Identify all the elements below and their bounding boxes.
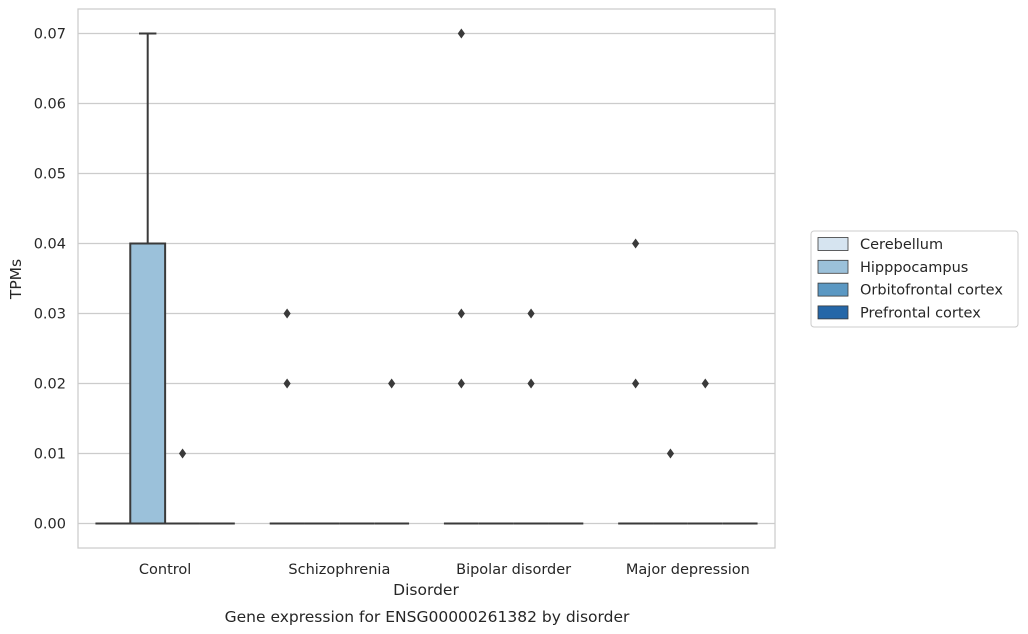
legend-swatch bbox=[817, 305, 849, 320]
legend-entry-label: Hipppocampus bbox=[860, 260, 968, 276]
box-body bbox=[129, 242, 167, 525]
x-tick-label: Major depression bbox=[626, 562, 750, 578]
x-tick-label: Bipolar disorder bbox=[456, 562, 571, 578]
y-axis-label: TPMs bbox=[7, 259, 25, 300]
outlier-marker bbox=[701, 378, 709, 389]
y-tick-label: 0.02 bbox=[34, 377, 66, 393]
legend-swatch bbox=[817, 237, 849, 251]
outlier-marker bbox=[632, 238, 640, 249]
x-tick-label: Schizophrenia bbox=[288, 562, 390, 578]
grid-lines bbox=[78, 32, 775, 525]
y-tick-label: 0.05 bbox=[34, 167, 66, 183]
y-tick-label: 0.06 bbox=[34, 97, 66, 113]
outlier-markers bbox=[178, 28, 709, 459]
y-tick-label: 0.01 bbox=[34, 447, 66, 463]
legend-entry-label: Orbitofrontal cortex bbox=[860, 283, 1003, 299]
chart-caption: Gene expression for ENSG00000261382 by d… bbox=[225, 608, 630, 626]
outlier-marker bbox=[666, 448, 675, 459]
y-tick-labels: 0.00 0.01 0.02 0.03 0.04 0.05 0.06 0.07 bbox=[34, 27, 66, 533]
box-marks bbox=[95, 32, 758, 525]
legend-swatch bbox=[817, 282, 849, 297]
x-axis-label: Disorder bbox=[393, 581, 459, 599]
legend-swatch bbox=[817, 259, 849, 274]
outlier-marker bbox=[388, 378, 396, 389]
outlier-marker bbox=[527, 308, 535, 319]
outlier-marker bbox=[632, 378, 640, 389]
y-tick-label: 0.00 bbox=[34, 517, 66, 533]
outlier-marker bbox=[283, 308, 291, 319]
outlier-marker bbox=[457, 378, 465, 389]
x-tick-label: Control bbox=[139, 562, 191, 578]
y-tick-label: 0.04 bbox=[34, 237, 66, 253]
x-tick-labels: Control Schizophrenia Bipolar disorder Majo… bbox=[139, 562, 750, 578]
y-tick-label: 0.03 bbox=[34, 307, 66, 323]
box-control-hipppocampus bbox=[129, 32, 167, 525]
legend-frame bbox=[810, 230, 1019, 328]
legend: Cerebellum Hipppocampus Orbitofrontal cort… bbox=[810, 230, 1019, 328]
y-tick-label: 0.07 bbox=[34, 27, 66, 43]
outlier-marker bbox=[457, 28, 465, 39]
outlier-marker bbox=[178, 448, 187, 459]
plot-frame bbox=[77, 8, 776, 549]
outlier-marker bbox=[457, 308, 465, 319]
outlier-marker bbox=[283, 378, 291, 389]
outlier-marker bbox=[527, 378, 535, 389]
legend-entry-label: Prefrontal cortex bbox=[860, 305, 981, 321]
legend-entry-label: Cerebellum bbox=[860, 237, 943, 253]
